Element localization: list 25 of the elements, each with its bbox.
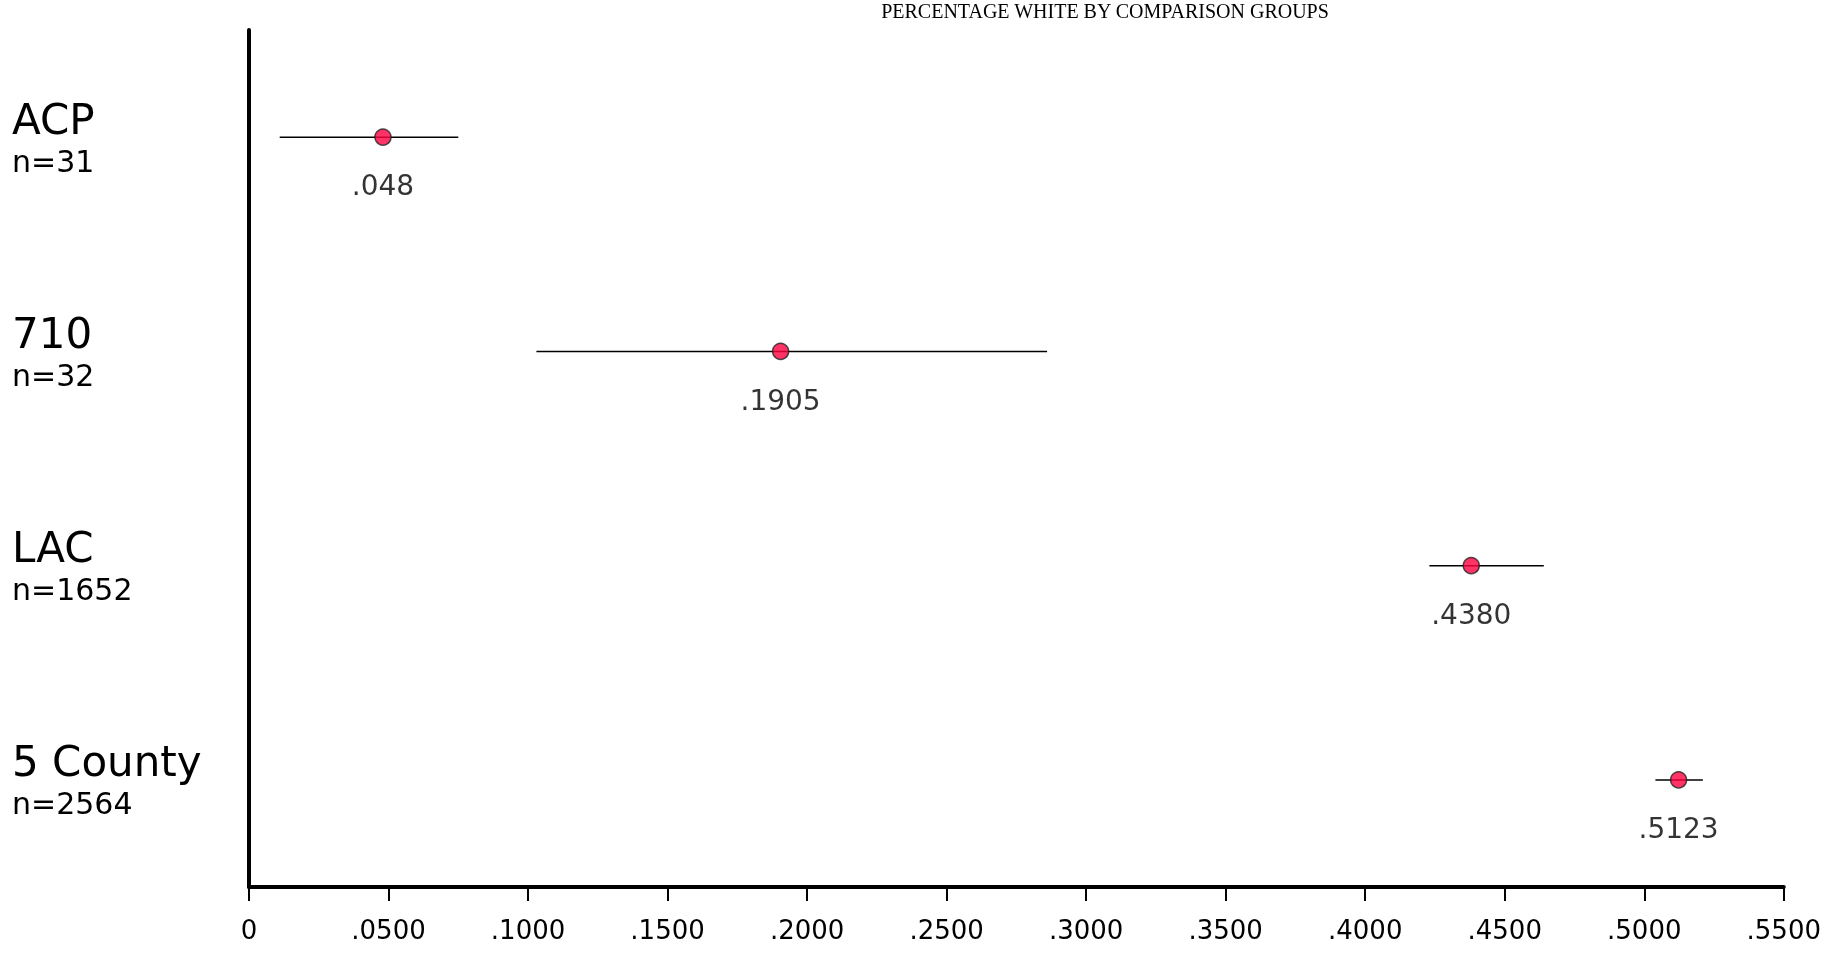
y-tick-label: 710 n=32 — [12, 308, 95, 393]
y-tick-label: ACP n=31 — [12, 94, 95, 179]
x-tick-label: .4000 — [1327, 915, 1403, 945]
x-tick-label: .3000 — [1048, 915, 1124, 945]
x-tick-label: 0 — [240, 915, 258, 945]
x-tick-label: .0500 — [351, 915, 426, 945]
chart-title: PERCENTAGE WHITE BY COMPARISON GROUPS — [881, 0, 1329, 22]
x-tick-label: .1000 — [490, 915, 566, 945]
y-tick-label: LAC n=1652 — [12, 523, 133, 608]
point — [1462, 556, 1480, 575]
data-label: .1905 — [740, 383, 821, 417]
y-tick-label: 5 County n=2564 — [12, 737, 202, 822]
point — [771, 342, 790, 361]
x-tick-label: .3500 — [1188, 915, 1263, 945]
x-tick-label: .2500 — [909, 915, 984, 945]
x-tick-label: .1500 — [630, 915, 705, 945]
x-tick-label: .5500 — [1746, 915, 1821, 945]
point — [374, 128, 392, 146]
point — [1669, 771, 1688, 789]
data-label: .048 — [351, 169, 415, 203]
x-tick-label: .5000 — [1607, 915, 1682, 945]
data-label: .5123 — [1638, 812, 1719, 846]
data-label: .4380 — [1431, 597, 1512, 631]
x-tick-label: .2000 — [769, 915, 845, 945]
x-tick-label: .4500 — [1467, 915, 1542, 945]
